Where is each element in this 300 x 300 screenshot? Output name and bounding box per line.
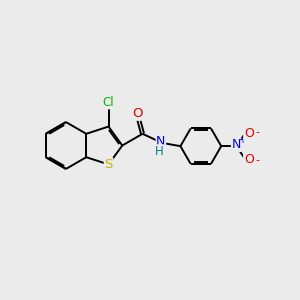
Text: N: N [156,135,166,148]
Text: O: O [244,127,254,140]
Text: -: - [255,127,259,137]
Text: O: O [244,153,254,166]
Text: Cl: Cl [103,96,114,109]
Text: -: - [255,155,259,165]
Text: H: H [155,145,164,158]
Text: S: S [104,158,113,171]
Text: +: + [238,135,246,145]
Text: O: O [132,107,142,120]
Text: N: N [232,139,241,152]
